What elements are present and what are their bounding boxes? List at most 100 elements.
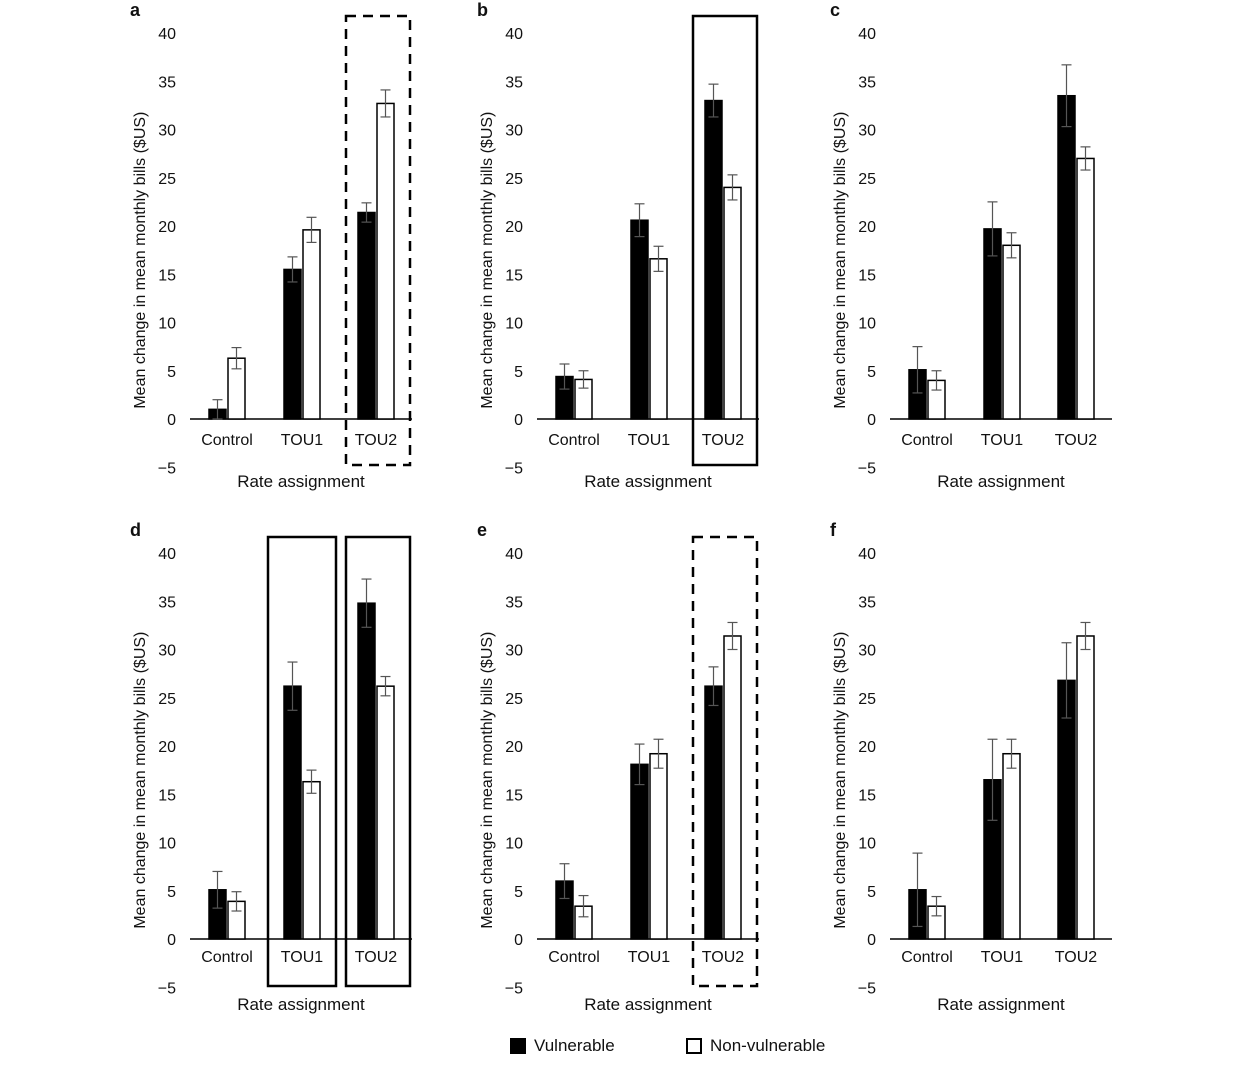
category-label: TOU1 bbox=[981, 432, 1023, 449]
y-tick-label: 10 bbox=[158, 836, 176, 853]
y-tick-label: 35 bbox=[158, 74, 176, 91]
category-label: TOU2 bbox=[702, 949, 744, 966]
panel-letter-b: b bbox=[477, 0, 488, 20]
error-bar bbox=[653, 245, 664, 272]
y-tick-label: 5 bbox=[867, 364, 876, 381]
panel-letter-c: c bbox=[830, 0, 840, 20]
y-tick-label: −5 bbox=[858, 460, 876, 477]
y-tick-label: 25 bbox=[505, 691, 523, 708]
legend-label-non-vulnerable: Non-vulnerable bbox=[710, 1036, 826, 1055]
error-bar bbox=[287, 256, 298, 283]
y-tick-label: 20 bbox=[158, 219, 176, 236]
panel-letter-f: f bbox=[830, 520, 837, 540]
error-bar bbox=[931, 370, 942, 391]
y-tick-label: 40 bbox=[158, 26, 176, 43]
error-bar bbox=[931, 895, 942, 917]
y-tick-label: 30 bbox=[505, 123, 523, 140]
bar-vulnerable bbox=[1057, 94, 1076, 420]
bar-vulnerable bbox=[283, 268, 302, 420]
y-tick-label: 0 bbox=[514, 932, 523, 949]
category-label: TOU1 bbox=[281, 949, 323, 966]
y-tick-label: 30 bbox=[858, 643, 876, 660]
y-tick-label: 5 bbox=[867, 884, 876, 901]
y-tick-label: 25 bbox=[158, 171, 176, 188]
error-bar bbox=[361, 202, 372, 223]
error-bar bbox=[231, 346, 242, 370]
y-tick-label: 35 bbox=[858, 594, 876, 611]
y-tick-label: −5 bbox=[505, 980, 523, 997]
bar-non-vulnerable bbox=[376, 102, 395, 420]
error-bar bbox=[578, 370, 589, 389]
y-tick-label: 5 bbox=[167, 364, 176, 381]
error-bar bbox=[653, 738, 664, 769]
highlight-box-tou2 bbox=[344, 535, 412, 988]
y-tick-label: 0 bbox=[514, 412, 523, 429]
category-label: Control bbox=[548, 432, 600, 449]
legend-swatch-vulnerable bbox=[510, 1038, 526, 1054]
highlight-box-tou1 bbox=[266, 535, 338, 988]
y-tick-label: 25 bbox=[505, 171, 523, 188]
y-tick-label: 30 bbox=[158, 123, 176, 140]
error-bar bbox=[1061, 64, 1072, 128]
category-label: TOU2 bbox=[1055, 432, 1097, 449]
error-bar bbox=[708, 83, 719, 118]
bar-vulnerable bbox=[704, 99, 723, 420]
error-bar bbox=[634, 203, 645, 238]
error-bar bbox=[1006, 738, 1017, 769]
y-tick-label: 15 bbox=[505, 267, 523, 284]
category-label: TOU2 bbox=[355, 432, 397, 449]
error-bar bbox=[1006, 232, 1017, 259]
category-label: TOU2 bbox=[355, 949, 397, 966]
y-tick-label: 10 bbox=[505, 316, 523, 333]
error-bar bbox=[231, 891, 242, 912]
error-bar bbox=[634, 743, 645, 786]
error-bar bbox=[1080, 146, 1091, 171]
error-bar bbox=[727, 174, 738, 201]
y-tick-label: 40 bbox=[858, 26, 876, 43]
y-tick-label: 20 bbox=[158, 739, 176, 756]
y-axis-label: Mean change in mean monthly bills ($US) bbox=[479, 112, 496, 409]
error-bar bbox=[212, 399, 223, 420]
error-bar bbox=[306, 216, 317, 244]
category-label: Control bbox=[548, 949, 600, 966]
category-label: TOU1 bbox=[981, 949, 1023, 966]
y-tick-label: 5 bbox=[167, 884, 176, 901]
y-tick-label: 0 bbox=[867, 412, 876, 429]
y-tick-label: 10 bbox=[858, 316, 876, 333]
legend-label-vulnerable: Vulnerable bbox=[534, 1036, 615, 1055]
error-bar bbox=[380, 89, 391, 118]
legend-item-vulnerable: Vulnerable bbox=[510, 1036, 615, 1056]
y-tick-label: 35 bbox=[858, 74, 876, 91]
y-tick-label: −5 bbox=[505, 460, 523, 477]
highlight-box-tou2 bbox=[691, 535, 759, 988]
panel-letter-d: d bbox=[130, 520, 141, 540]
category-label: TOU1 bbox=[628, 432, 670, 449]
legend-swatch-non-vulnerable bbox=[686, 1038, 702, 1054]
y-tick-label: 0 bbox=[167, 412, 176, 429]
category-label: Control bbox=[201, 432, 253, 449]
y-tick-label: 30 bbox=[858, 123, 876, 140]
bar-non-vulnerable bbox=[723, 186, 742, 420]
y-tick-label: 0 bbox=[867, 932, 876, 949]
x-axis-label: Rate assignment bbox=[237, 472, 365, 491]
error-bar bbox=[912, 852, 923, 928]
bar-non-vulnerable bbox=[302, 780, 321, 940]
y-axis-label: Mean change in mean monthly bills ($US) bbox=[132, 632, 149, 929]
bar-vulnerable bbox=[704, 685, 723, 940]
bar-vulnerable bbox=[983, 228, 1002, 420]
y-tick-label: 0 bbox=[167, 932, 176, 949]
panel-letter-e: e bbox=[477, 520, 487, 540]
category-label: TOU2 bbox=[702, 432, 744, 449]
error-bar bbox=[559, 363, 570, 390]
y-tick-label: 40 bbox=[505, 546, 523, 563]
bar-non-vulnerable bbox=[1002, 244, 1021, 420]
bar-non-vulnerable bbox=[1076, 635, 1095, 940]
category-label: Control bbox=[901, 432, 953, 449]
y-tick-label: 10 bbox=[158, 316, 176, 333]
x-axis-label: Rate assignment bbox=[584, 995, 712, 1014]
y-tick-label: 40 bbox=[158, 546, 176, 563]
error-bar bbox=[1061, 642, 1072, 719]
error-bar bbox=[578, 894, 589, 918]
y-tick-label: 15 bbox=[158, 267, 176, 284]
y-tick-label: 20 bbox=[505, 739, 523, 756]
